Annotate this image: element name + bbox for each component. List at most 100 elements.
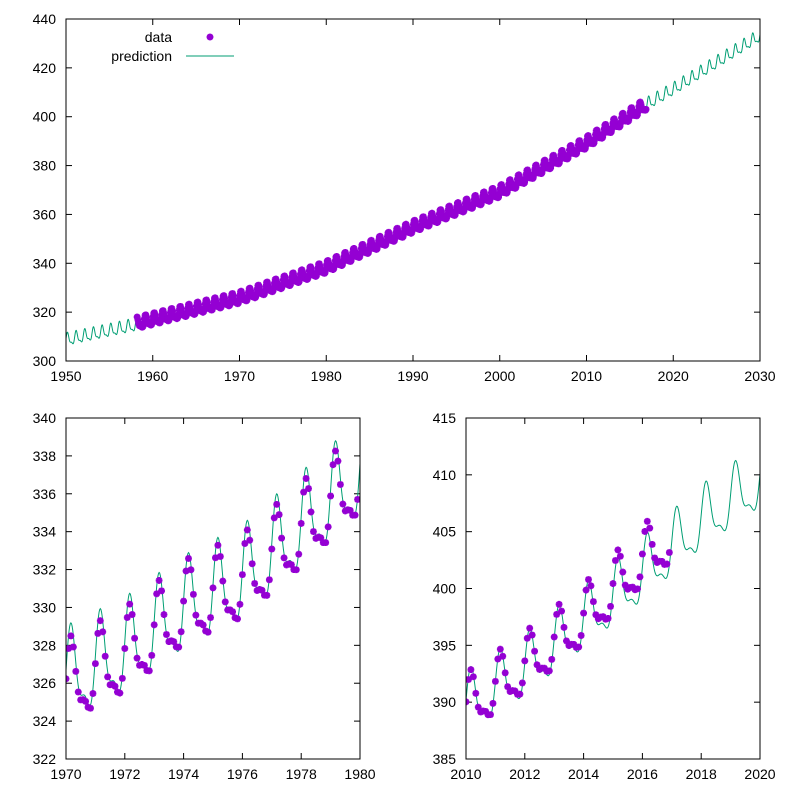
data-point xyxy=(251,580,259,587)
x-tick-label: 1970 xyxy=(224,368,255,384)
prediction-line xyxy=(66,32,760,345)
data-point xyxy=(621,581,629,589)
plot-frame xyxy=(65,417,361,760)
x-tick-label: 1972 xyxy=(109,766,140,782)
x-tick-label: 2000 xyxy=(484,368,515,384)
data-point xyxy=(305,272,312,280)
data-point xyxy=(461,204,469,212)
data-point xyxy=(111,682,119,690)
data-point xyxy=(565,151,573,159)
data-point xyxy=(443,211,451,219)
data-point xyxy=(185,555,192,562)
data-point xyxy=(429,212,437,220)
data-point xyxy=(521,657,529,665)
data-point xyxy=(641,528,649,535)
data-point xyxy=(504,683,512,691)
data-point xyxy=(558,607,565,615)
data-point xyxy=(268,545,276,553)
y-tick-label: 324 xyxy=(33,713,57,729)
x-tick-label: 2010 xyxy=(450,766,481,782)
data-point xyxy=(128,611,136,618)
data-point xyxy=(573,146,581,154)
data-point xyxy=(577,632,585,639)
data-point xyxy=(651,554,659,562)
x-tick-label: 2010 xyxy=(571,368,602,384)
data-point xyxy=(295,550,303,558)
data-point xyxy=(270,284,278,292)
data-point xyxy=(200,305,208,312)
x-tick-label: 1990 xyxy=(397,368,428,384)
data-point xyxy=(131,634,138,642)
data-point xyxy=(209,584,217,592)
y-tick-label: 330 xyxy=(33,599,57,615)
data-point xyxy=(482,708,489,715)
data-point xyxy=(243,526,251,534)
data-point xyxy=(66,645,72,652)
data-point xyxy=(528,631,536,639)
data-point xyxy=(292,566,300,574)
legend-data-marker xyxy=(206,33,214,41)
data-point xyxy=(221,294,229,302)
data-point xyxy=(96,617,104,625)
data-point xyxy=(229,608,236,616)
y-tick-label: 338 xyxy=(33,448,57,464)
data-point xyxy=(464,198,471,205)
data-point xyxy=(501,669,509,677)
data-point xyxy=(612,557,619,564)
data-point xyxy=(547,161,555,168)
data-point xyxy=(665,549,673,556)
data-point xyxy=(555,600,563,608)
data-point xyxy=(296,275,304,283)
data-point xyxy=(247,287,255,295)
y-tick-label: 326 xyxy=(33,675,57,691)
data-point xyxy=(533,661,541,669)
x-tick-label: 2016 xyxy=(627,766,658,782)
data-point xyxy=(516,690,524,698)
data-point xyxy=(207,614,214,621)
data-point xyxy=(420,215,428,223)
data-point xyxy=(302,475,310,482)
data-point xyxy=(307,508,315,516)
data-point xyxy=(426,218,434,226)
data-point xyxy=(134,316,142,324)
data-point xyxy=(499,652,507,660)
data-point xyxy=(157,315,165,323)
data-point xyxy=(273,500,281,508)
legend-data-label: data xyxy=(145,29,172,45)
data-point xyxy=(239,571,246,579)
data-point xyxy=(300,488,308,496)
data-point xyxy=(67,632,75,640)
plot-frame xyxy=(465,417,761,760)
data-point xyxy=(513,180,521,188)
x-tick-label: 2020 xyxy=(658,368,689,384)
data-point xyxy=(481,191,489,198)
prediction-line xyxy=(466,459,760,718)
plot-area xyxy=(466,459,760,719)
data-point xyxy=(455,201,463,209)
data-point xyxy=(592,611,600,619)
data-point xyxy=(648,540,656,548)
data-point xyxy=(148,317,156,325)
data-point xyxy=(310,528,317,535)
data-point xyxy=(643,517,651,525)
y-tick-label: 390 xyxy=(433,694,457,710)
x-tick-label: 2018 xyxy=(686,766,717,782)
data-point xyxy=(126,600,134,608)
data-point xyxy=(258,586,266,594)
data-point xyxy=(609,580,617,587)
data-point xyxy=(238,290,246,298)
data-point xyxy=(69,643,77,651)
data-point xyxy=(116,689,124,697)
data-point xyxy=(216,553,224,560)
data-point xyxy=(494,655,502,663)
x-tick-label: 1950 xyxy=(50,368,81,384)
data-point xyxy=(580,609,587,617)
data-point xyxy=(634,108,642,115)
data-point xyxy=(186,303,194,311)
data-point xyxy=(192,307,200,315)
data-point xyxy=(474,703,482,711)
data-point xyxy=(248,560,256,568)
data-point xyxy=(531,647,538,655)
data-point xyxy=(374,241,382,249)
data-point xyxy=(299,268,307,276)
